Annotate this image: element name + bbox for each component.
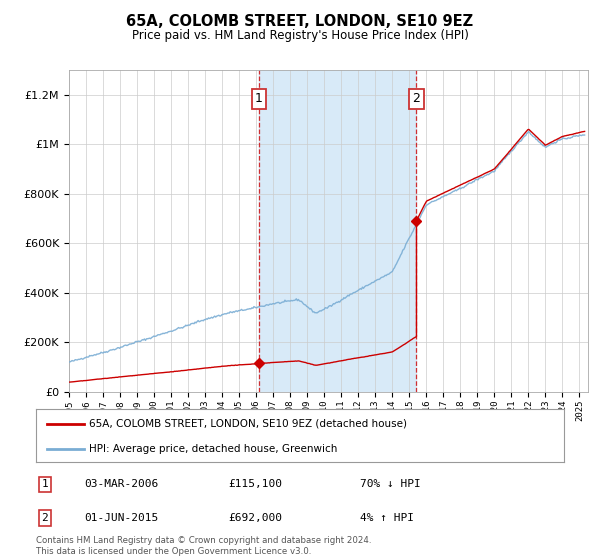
Text: HPI: Average price, detached house, Greenwich: HPI: Average price, detached house, Gree… xyxy=(89,444,337,454)
Text: 65A, COLOMB STREET, LONDON, SE10 9EZ (detached house): 65A, COLOMB STREET, LONDON, SE10 9EZ (de… xyxy=(89,419,407,429)
Text: 03-MAR-2006: 03-MAR-2006 xyxy=(84,479,158,489)
Text: 1: 1 xyxy=(255,92,263,105)
Text: 1: 1 xyxy=(41,479,49,489)
Text: 70% ↓ HPI: 70% ↓ HPI xyxy=(360,479,421,489)
Text: Contains HM Land Registry data © Crown copyright and database right 2024.
This d: Contains HM Land Registry data © Crown c… xyxy=(36,536,371,556)
Text: 65A, COLOMB STREET, LONDON, SE10 9EZ: 65A, COLOMB STREET, LONDON, SE10 9EZ xyxy=(127,14,473,29)
Text: Price paid vs. HM Land Registry's House Price Index (HPI): Price paid vs. HM Land Registry's House … xyxy=(131,29,469,42)
Text: 2: 2 xyxy=(413,92,421,105)
Text: £115,100: £115,100 xyxy=(228,479,282,489)
Text: 01-JUN-2015: 01-JUN-2015 xyxy=(84,513,158,523)
Bar xyxy=(259,70,416,392)
Text: £692,000: £692,000 xyxy=(228,513,282,523)
Text: 2: 2 xyxy=(41,513,49,523)
Text: 4% ↑ HPI: 4% ↑ HPI xyxy=(360,513,414,523)
